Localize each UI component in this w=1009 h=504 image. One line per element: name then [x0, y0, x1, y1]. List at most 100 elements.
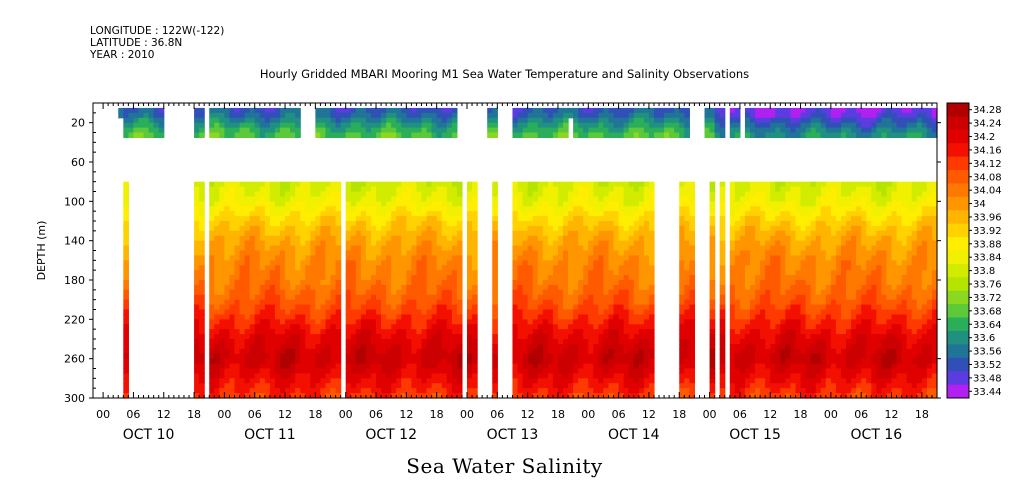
field-cell: [239, 339, 246, 345]
field-cell: [426, 329, 433, 335]
field-cell: [229, 309, 236, 316]
field-cell: [386, 186, 392, 193]
field-cell: [563, 343, 569, 350]
field-cell: [547, 211, 554, 217]
field-cell: [229, 299, 236, 306]
field-cell: [335, 225, 342, 232]
field-cell: [517, 112, 524, 119]
field-cell: [234, 260, 241, 266]
field-cell: [381, 275, 387, 281]
field-cell: [234, 324, 241, 330]
field-cell: [729, 211, 736, 217]
field-cell: [709, 132, 716, 139]
field-cell: [563, 260, 569, 266]
field-cell: [739, 334, 746, 340]
field-cell: [684, 275, 690, 281]
field-cell: [259, 206, 266, 212]
field-cell: [355, 280, 362, 286]
field-cell: [381, 245, 387, 252]
field-cell: [360, 363, 367, 370]
field-cell: [194, 353, 200, 360]
field-cell: [194, 107, 200, 114]
field-cell: [593, 280, 599, 286]
field-cell: [239, 216, 246, 222]
field-cell: [739, 378, 746, 384]
field-cell: [628, 221, 635, 227]
field-cell: [588, 265, 594, 271]
field-cell: [386, 378, 392, 384]
field-cell: [679, 388, 685, 394]
field-cell: [578, 373, 584, 379]
field-cell: [325, 117, 332, 124]
field-cell: [345, 196, 352, 202]
field-cell: [123, 230, 129, 237]
field-cell: [770, 393, 776, 399]
field-cell: [355, 348, 362, 355]
field-cell: [633, 216, 640, 222]
field-cell: [765, 260, 771, 266]
field-cell: [315, 363, 322, 370]
field-cell: [704, 132, 711, 139]
field-cell: [719, 270, 726, 276]
field-cell: [249, 245, 256, 252]
field-cell: [249, 329, 256, 335]
field-cell: [441, 393, 448, 399]
field-cell: [517, 265, 524, 271]
field-cell: [689, 383, 696, 389]
field-cell: [603, 348, 610, 355]
field-cell: [532, 230, 539, 237]
field-cell: [775, 201, 781, 207]
field-cell: [234, 393, 241, 399]
field-cell: [563, 373, 569, 379]
field-cell: [360, 245, 367, 252]
field-cell: [598, 324, 605, 330]
field-cell: [234, 319, 241, 325]
field-cell: [264, 339, 271, 345]
field-cell: [411, 191, 418, 198]
field-cell: [568, 383, 574, 389]
field-cell: [638, 260, 645, 266]
field-cell: [552, 319, 559, 325]
field-cell: [451, 309, 458, 316]
field-cell: [648, 216, 655, 222]
field-cell: [532, 353, 539, 360]
field-cell: [411, 201, 418, 207]
field-cell: [517, 284, 524, 291]
field-cell: [335, 383, 342, 389]
field-cell: [441, 186, 448, 193]
field-cell: [568, 235, 574, 242]
field-cell: [264, 216, 271, 222]
field-cell: [648, 255, 655, 261]
field-cell: [254, 343, 261, 350]
field-cell: [396, 334, 402, 340]
field-cell: [264, 299, 271, 306]
field-cell: [123, 378, 129, 384]
field-cell: [376, 260, 382, 266]
field-cell: [750, 383, 756, 389]
field-cell: [451, 255, 458, 261]
field-cell: [229, 329, 236, 335]
field-cell: [729, 206, 736, 212]
field-cell: [229, 378, 236, 384]
field-cell: [320, 329, 327, 335]
field-cell: [330, 221, 337, 227]
field-cell: [765, 348, 771, 355]
field-cell: [734, 230, 741, 237]
field-cell: [274, 314, 281, 320]
field-cell: [689, 196, 696, 202]
field-cell: [593, 393, 599, 399]
field-cell: [426, 245, 433, 252]
field-cell: [274, 107, 281, 114]
field-cell: [244, 388, 251, 394]
field-cell: [411, 181, 418, 188]
field-cell: [325, 299, 332, 306]
field-cell: [466, 314, 473, 320]
field-cell: [537, 329, 544, 335]
field-cell: [219, 383, 225, 389]
field-cell: [568, 294, 574, 301]
field-cell: [355, 304, 362, 311]
field-cell: [446, 122, 453, 129]
field-cell: [451, 181, 458, 188]
field-cell: [411, 334, 418, 340]
field-cell: [290, 294, 296, 301]
